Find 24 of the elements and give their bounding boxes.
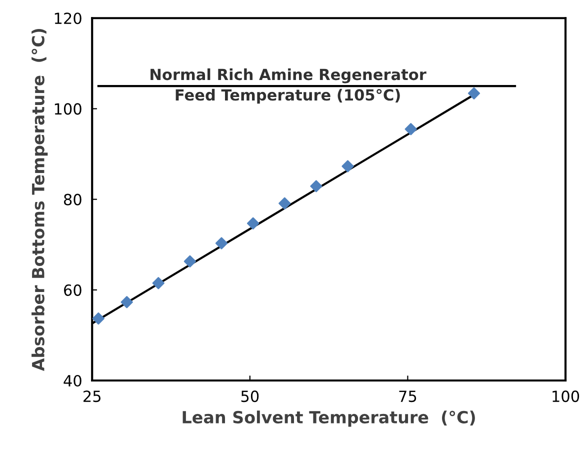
point	[342, 160, 354, 172]
annotation: Normal Rich Amine Regenerator	[150, 68, 426, 84]
x-tick-label: 25	[84, 390, 100, 402]
point	[468, 87, 480, 100]
point	[215, 237, 228, 250]
point	[278, 197, 291, 210]
x-tick-label: 100	[552, 390, 580, 402]
point	[404, 123, 417, 136]
x-axis-title: Lean Solvent Temperature (°C)	[182, 410, 475, 427]
y-tick-label: 120	[54, 12, 82, 24]
x-tick-label: 50	[241, 390, 259, 402]
annotation: Feed Temperature (105°C)	[176, 88, 400, 104]
point	[92, 312, 104, 325]
point	[246, 217, 260, 230]
x-tick-label: 75	[399, 390, 416, 402]
y-tick-label: 60	[64, 284, 82, 296]
y-axis-title: Absorber Bottoms Temperature (°C)	[32, 28, 48, 372]
y-tick-label: 80	[64, 194, 82, 206]
point	[310, 180, 322, 192]
y-tick-label: 100	[54, 103, 82, 115]
point	[152, 277, 164, 290]
point	[184, 255, 196, 268]
point	[120, 296, 133, 308]
y-tick-label: 40	[64, 374, 82, 387]
